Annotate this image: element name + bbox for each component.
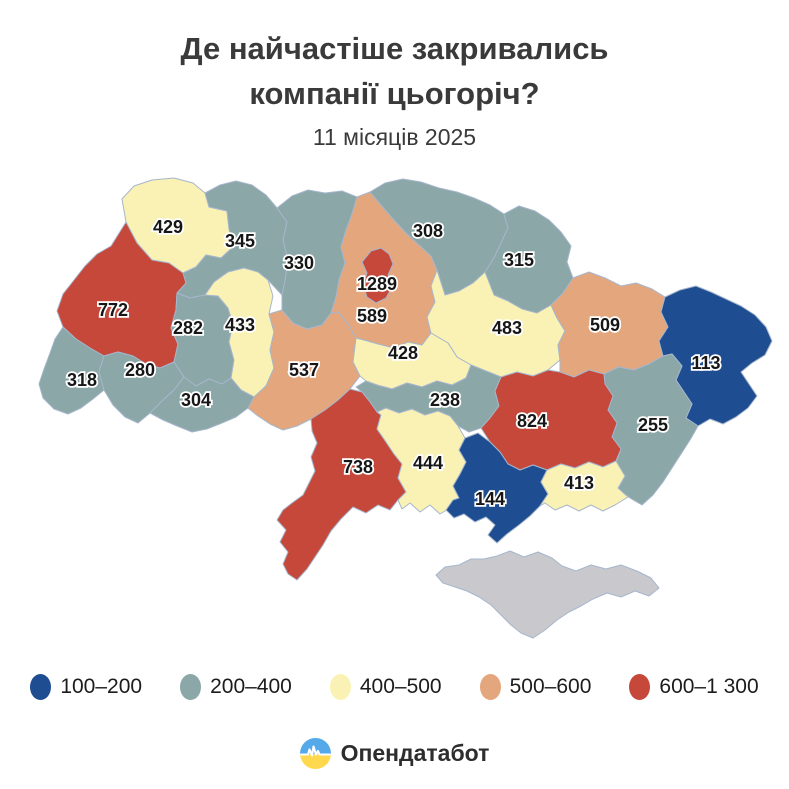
legend-dot-orange <box>479 674 501 700</box>
legend-item-600-1300: 600–1 300 <box>629 674 759 700</box>
map-value-labels: 429 345 330 308 315 1289 589 772 282 433… <box>65 215 722 511</box>
value-label-dnipropetrovsk: 824 <box>517 411 547 431</box>
region-kherson <box>445 432 549 544</box>
value-label-ternopil: 282 <box>173 318 203 338</box>
legend-item-500-600: 500–600 <box>479 674 592 700</box>
map-regions <box>38 177 773 639</box>
legend-item-100-200: 100–200 <box>30 674 142 700</box>
legend-dot-blue <box>30 674 52 700</box>
title-block: Де найчастіше закривались компанії цього… <box>0 26 789 151</box>
value-label-khmelnytskyi: 433 <box>225 315 255 335</box>
legend-dot-red <box>629 674 651 700</box>
value-label-ivano-frankivsk: 280 <box>125 360 155 380</box>
brand-footer: Опендатабот <box>0 738 789 769</box>
legend: 100–200 200–400 400–500 500–600 600–1 30… <box>0 674 789 700</box>
region-zaporizhzhia <box>539 460 629 512</box>
page-title: Де найчастіше закривались компанії цього… <box>180 31 609 111</box>
region-zakarpattia <box>38 326 105 415</box>
legend-dot-teal <box>180 674 202 700</box>
page-subtitle: 11 місяців 2025 <box>312 124 477 150</box>
value-label-chernihiv: 308 <box>413 221 443 241</box>
legend-label: 400–500 <box>359 675 442 698</box>
brand-name: Опендатабот <box>340 740 490 766</box>
value-label-rivne: 345 <box>225 231 255 251</box>
value-label-zaporizhzhia: 413 <box>564 473 594 493</box>
value-label-zhytomyr: 330 <box>284 253 314 273</box>
value-label-kirovohrad: 238 <box>430 390 460 410</box>
value-label-kyiv-oblast: 589 <box>357 306 387 326</box>
value-label-vinnytsia: 537 <box>289 360 319 380</box>
value-label-kyiv-city: 1289 <box>357 274 397 294</box>
region-crimea <box>435 550 660 639</box>
value-label-lviv: 772 <box>98 300 128 320</box>
legend-label: 100–200 <box>60 675 143 698</box>
value-label-mykolaiv: 444 <box>413 453 443 473</box>
value-label-odesa: 738 <box>343 457 373 477</box>
value-label-cherkasy: 428 <box>388 343 418 363</box>
legend-item-400-500: 400–500 <box>329 674 442 700</box>
value-label-chernivtsi: 304 <box>181 390 211 410</box>
legend-label: 600–1 300 <box>659 675 759 698</box>
value-label-poltava: 483 <box>492 318 522 338</box>
opendatabot-logo-icon <box>299 738 331 769</box>
value-label-zakarpattia: 318 <box>67 370 97 390</box>
value-label-volyn: 429 <box>153 217 183 237</box>
value-label-sumy: 315 <box>504 250 534 270</box>
legend-dot-yellow <box>329 674 351 700</box>
region-kyiv-city <box>361 247 394 304</box>
value-label-kharkiv: 509 <box>590 315 620 335</box>
legend-label: 200–400 <box>210 675 292 698</box>
legend-label: 500–600 <box>509 675 592 698</box>
value-label-kherson: 144 <box>475 489 505 509</box>
legend-item-200-400: 200–400 <box>180 674 292 700</box>
region-chernivtsi <box>149 376 255 433</box>
value-label-luhansk: 113 <box>691 353 720 373</box>
value-label-donetsk: 255 <box>638 415 668 435</box>
